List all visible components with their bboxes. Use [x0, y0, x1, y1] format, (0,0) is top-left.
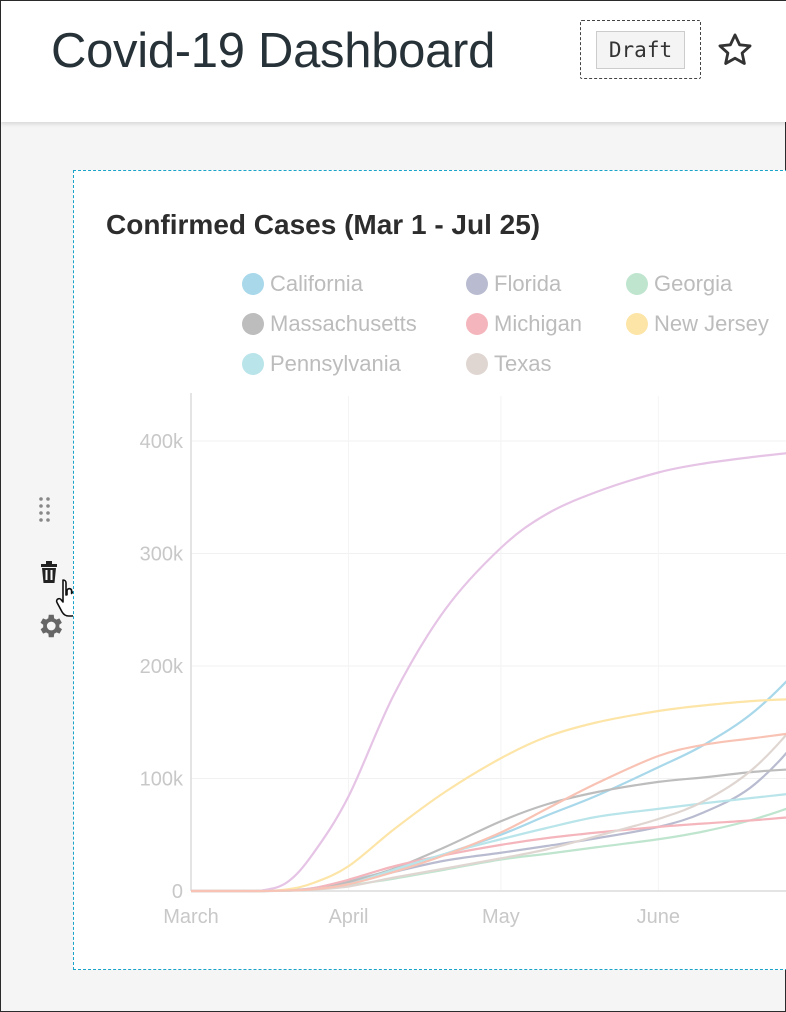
legend-label: Massachusetts	[270, 311, 417, 336]
x-tick-label: April	[328, 906, 368, 928]
series-line-california[interactable]	[191, 621, 786, 893]
dashboard-header: Covid-19 Dashboard Draft	[1, 1, 786, 122]
y-tick-label: 300k	[140, 544, 184, 566]
legend-label: Texas	[494, 351, 552, 376]
y-tick-label: 200k	[140, 656, 184, 678]
legend-swatch	[242, 313, 264, 335]
legend-label: Georgia	[654, 271, 733, 296]
chart-side-controls	[31, 491, 81, 651]
gear-icon[interactable]	[35, 611, 65, 641]
legend-swatch	[466, 353, 488, 375]
legend-swatch	[242, 273, 264, 295]
draft-badge[interactable]: Draft	[580, 20, 701, 79]
trash-icon[interactable]	[38, 559, 60, 585]
chart-title: Confirmed Cases (Mar 1 - Jul 25)	[106, 209, 541, 240]
line-chart: 0 100k 200k 300k 400k March April May June	[140, 393, 786, 928]
legend-swatch	[626, 313, 648, 335]
legend-item[interactable]: Texas	[466, 351, 551, 377]
series-line-new-york[interactable]	[190, 449, 786, 893]
series-line-massachusetts[interactable]	[191, 767, 786, 893]
star-outline-icon[interactable]	[715, 31, 755, 69]
legend-item[interactable]: Florida	[466, 271, 561, 297]
legend-swatch	[466, 273, 488, 295]
legend-swatch	[242, 353, 264, 375]
legend-label: Pennsylvania	[270, 351, 401, 376]
legend-label: New Jersey	[654, 311, 769, 336]
legend-item[interactable]: Pennsylvania	[242, 351, 401, 377]
legend-label: Florida	[494, 271, 562, 296]
series-line-illinois[interactable]	[191, 727, 786, 893]
legend-item[interactable]: California	[242, 271, 363, 297]
dashboard-title: Covid-19 Dashboard	[51, 24, 496, 78]
series-line-michigan[interactable]	[191, 812, 786, 893]
y-tick-label: 400k	[140, 431, 184, 453]
drag-handle-icon[interactable]	[38, 496, 52, 526]
y-tick-label: 100k	[140, 769, 184, 791]
x-tick-label: June	[637, 906, 680, 928]
legend-item[interactable]: New Jersey	[626, 311, 769, 337]
legend-swatch	[626, 273, 648, 295]
draft-label: Draft	[595, 30, 686, 69]
legend-label: Michigan	[494, 311, 583, 336]
legend-item[interactable]: Massachusetts	[242, 311, 417, 337]
legend-swatch	[466, 313, 488, 335]
legend-item[interactable]: Georgia	[626, 271, 732, 297]
x-tick-label: March	[163, 906, 219, 928]
chart-card[interactable]: Confirmed Cases (Mar 1 - Jul 25) Califor…	[73, 170, 786, 970]
y-tick-label: 0	[172, 881, 183, 903]
legend-label: California	[270, 271, 363, 296]
legend-item[interactable]: Michigan	[466, 311, 582, 337]
x-tick-label: May	[482, 906, 520, 928]
